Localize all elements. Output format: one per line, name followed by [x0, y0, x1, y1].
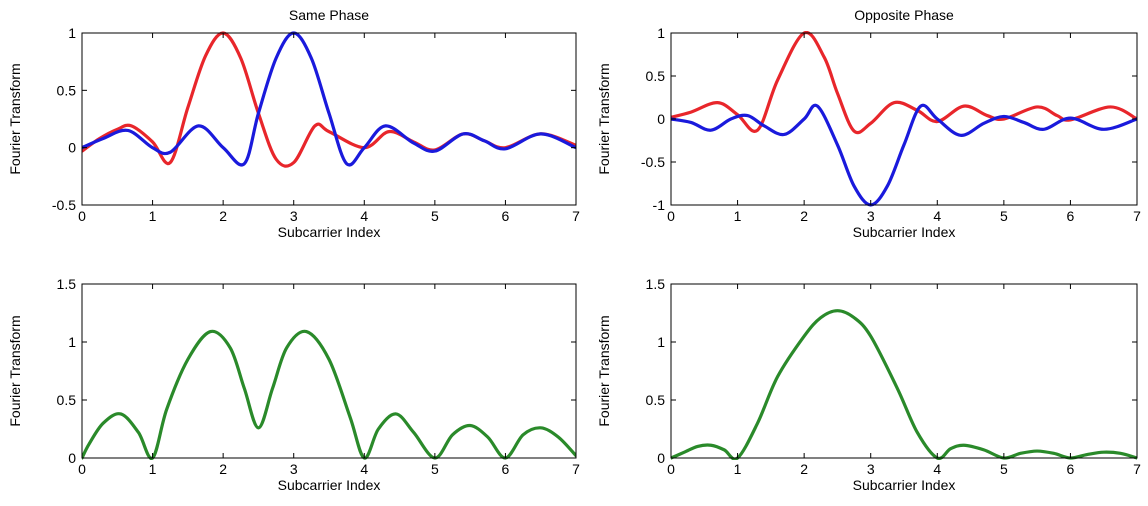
y-tick-label: 0 — [657, 111, 665, 127]
x-tick-label: 1 — [149, 461, 157, 477]
x-axis-label: Subcarrier Index — [853, 477, 956, 493]
x-tick-label: 2 — [219, 208, 227, 224]
x-axis-label: Subcarrier Index — [278, 477, 381, 493]
x-axis-label: Subcarrier Index — [853, 224, 956, 240]
x-tick-label: 5 — [1000, 461, 1008, 477]
series-line-2-0 — [82, 329, 576, 460]
x-tick-label: 2 — [800, 208, 808, 224]
chart-title: Opposite Phase — [854, 7, 954, 23]
x-tick-label: 6 — [1067, 208, 1075, 224]
y-tick-label: 0.5 — [646, 68, 666, 84]
y-tick-label: -0.5 — [52, 197, 76, 213]
axes-frame — [81, 283, 577, 459]
x-tick-label: 0 — [78, 208, 86, 224]
x-tick-label: 2 — [219, 461, 227, 477]
x-tick-label: 1 — [734, 208, 742, 224]
series-line-1-0 — [671, 31, 1137, 135]
series-line-0-0 — [82, 31, 576, 168]
y-tick-label: 1 — [657, 25, 665, 41]
chart-panel-1: 0 1 2 3 4 5 6 7 -1 -0.5 0 0.5 1 Opposite Phase Subcarr… — [596, 7, 1141, 240]
x-tick-label: 0 — [667, 461, 675, 477]
chart-panel-2: 0 1 2 3 4 5 6 7 0 0.5 1 1.5 Subcarrier Index Fourier … — [7, 276, 580, 493]
y-tick-label: 1.5 — [57, 276, 77, 292]
y-tick-label: 0.5 — [57, 82, 77, 98]
series-line-0-1 — [82, 31, 576, 167]
x-tick-label: 7 — [1133, 461, 1141, 477]
x-tick-label: 3 — [867, 208, 875, 224]
axes-frame — [670, 283, 1138, 459]
x-tick-label: 0 — [78, 461, 86, 477]
series-line-3-0 — [671, 309, 1137, 460]
x-tick-label: 4 — [360, 208, 368, 224]
y-tick-label: 1 — [657, 334, 665, 350]
x-tick-label: 5 — [431, 208, 439, 224]
y-tick-label: 1 — [68, 334, 76, 350]
x-tick-label: 6 — [502, 461, 510, 477]
chart-title: Same Phase — [289, 7, 369, 23]
x-tick-label: 4 — [360, 461, 368, 477]
x-tick-label: 3 — [290, 461, 298, 477]
y-tick-label: 1.5 — [646, 276, 666, 292]
chart-panel-3: 0 1 2 3 4 5 6 7 0 0.5 1 1.5 Subcarrier Index Fourier … — [596, 276, 1141, 493]
x-tick-label: 6 — [1067, 461, 1075, 477]
x-tick-label: 7 — [572, 208, 580, 224]
y-axis-label: Fourier Transform — [596, 63, 612, 174]
y-tick-label: -1 — [653, 197, 666, 213]
x-tick-label: 7 — [1133, 208, 1141, 224]
y-tick-label: -0.5 — [641, 154, 665, 170]
y-tick-label: 0 — [657, 450, 665, 466]
y-tick-label: 0 — [68, 140, 76, 156]
y-axis-label: Fourier Transform — [7, 315, 23, 426]
x-tick-label: 6 — [502, 208, 510, 224]
x-tick-label: 1 — [734, 461, 742, 477]
y-tick-label: 0.5 — [646, 392, 666, 408]
series-line-1-1 — [671, 103, 1137, 207]
y-axis-label: Fourier Transform — [7, 63, 23, 174]
x-tick-label: 7 — [572, 461, 580, 477]
axes-frame — [81, 32, 577, 206]
y-tick-label: 0.5 — [57, 392, 77, 408]
x-tick-label: 2 — [800, 461, 808, 477]
y-axis-label: Fourier Transform — [596, 315, 612, 426]
x-tick-label: 0 — [667, 208, 675, 224]
x-tick-label: 3 — [867, 461, 875, 477]
x-tick-label: 1 — [149, 208, 157, 224]
x-tick-label: 5 — [1000, 208, 1008, 224]
y-tick-label: 1 — [68, 25, 76, 41]
x-tick-label: 4 — [933, 208, 941, 224]
x-tick-label: 3 — [290, 208, 298, 224]
x-tick-label: 5 — [431, 461, 439, 477]
x-tick-label: 4 — [933, 461, 941, 477]
x-axis-label: Subcarrier Index — [278, 224, 381, 240]
y-tick-label: 0 — [68, 450, 76, 466]
